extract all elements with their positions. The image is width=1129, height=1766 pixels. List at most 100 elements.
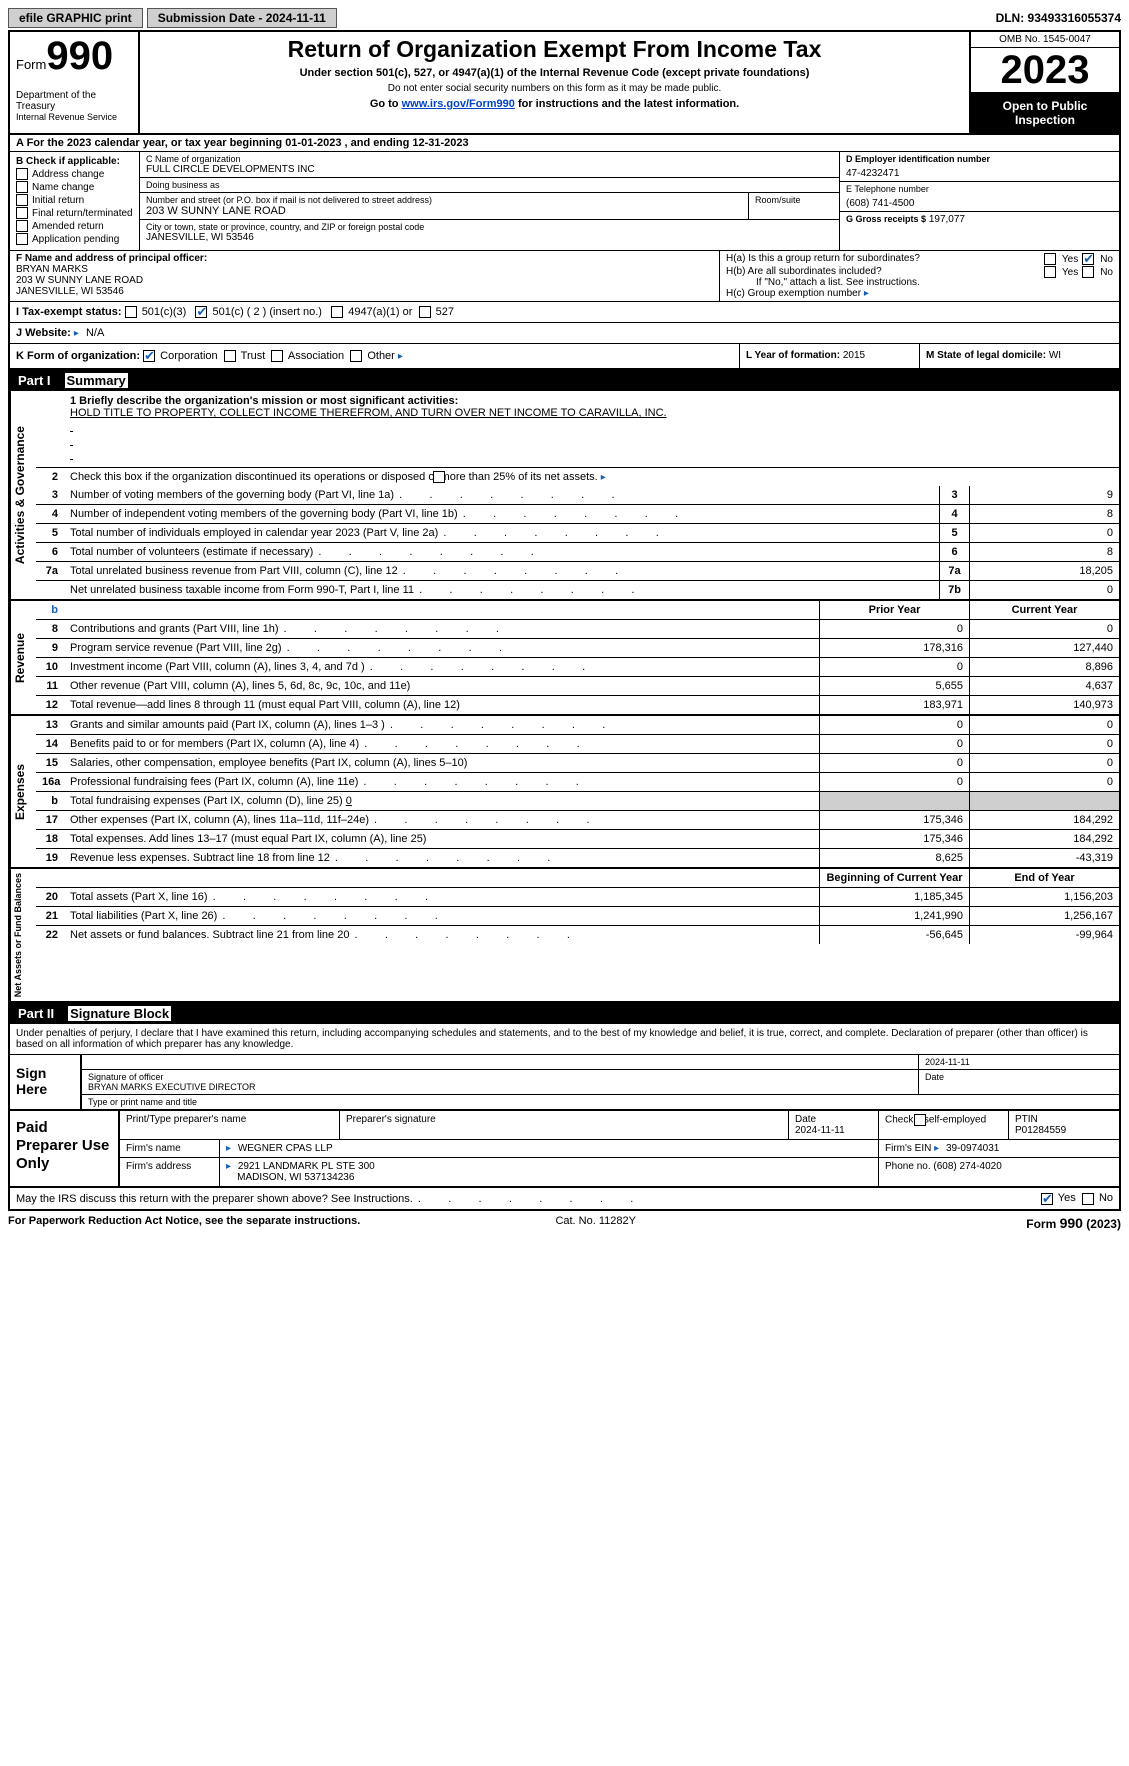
f-name: BRYAN MARKS: [16, 264, 713, 275]
l16b-prior-shade: [819, 792, 969, 810]
d-label: D Employer identification number: [846, 154, 1113, 164]
j-indicator: [74, 327, 83, 339]
hb-note: If "No," attach a list. See instructions…: [726, 277, 1113, 288]
j-label: J Website:: [16, 327, 71, 339]
cb-4947[interactable]: [331, 306, 343, 318]
l18-desc: Total expenses. Add lines 13–17 (must eq…: [64, 830, 819, 848]
cb-amended-return[interactable]: [16, 220, 28, 232]
prep-use-only: Paid Preparer Use Only: [10, 1111, 120, 1186]
ha-no: No: [1100, 254, 1113, 265]
l22-desc: Net assets or fund balances. Subtract li…: [64, 926, 819, 944]
date-label: Date: [925, 1072, 1113, 1082]
l2-indicator: [601, 471, 610, 483]
l15-prior: 0: [819, 754, 969, 772]
cb-name-change[interactable]: [16, 181, 28, 193]
e-value: (608) 741-4500: [846, 198, 1113, 209]
cb-assoc[interactable]: [271, 350, 283, 362]
l10-curr: 8,896: [969, 658, 1119, 676]
goto-pre: Go to: [370, 98, 402, 110]
line1-mission: 1 Briefly describe the organization's mi…: [36, 391, 1119, 468]
l12-prior: 183,971: [819, 696, 969, 714]
f-addr1: 203 W SUNNY LANE ROAD: [16, 275, 713, 286]
f-label: F Name and address of principal officer:: [16, 253, 207, 264]
cb-l2[interactable]: [433, 471, 445, 483]
sig-label: Signature of officer: [88, 1072, 912, 1082]
prep-check-label: Check if self-employed: [885, 1115, 986, 1126]
cb-discuss-yes[interactable]: [1041, 1193, 1053, 1205]
l1-blank2: [70, 421, 1113, 435]
vtab-ag: Activities & Governance: [10, 391, 36, 599]
hc-label: H(c) Group exemption number: [726, 288, 861, 299]
header-center: Return of Organization Exempt From Incom…: [140, 32, 969, 133]
ha-label: H(a) Is this a group return for subordin…: [726, 253, 920, 264]
prep-date: 2024-11-11: [795, 1125, 872, 1136]
boy-hdr: Beginning of Current Year: [819, 869, 969, 887]
vtab-exp: Expenses: [10, 716, 36, 867]
cb-self-employed[interactable]: [914, 1114, 926, 1126]
cb-discuss-no[interactable]: [1082, 1193, 1094, 1205]
i-o3: 4947(a)(1) or: [348, 306, 412, 318]
b-item-1: Name change: [32, 182, 94, 193]
cb-corp[interactable]: [143, 350, 155, 362]
cb-initial-return[interactable]: [16, 194, 28, 206]
cb-app-pending[interactable]: [16, 233, 28, 245]
cb-other[interactable]: [350, 350, 362, 362]
prep-date-label: Date: [795, 1114, 872, 1125]
ptin-label: PTIN: [1015, 1114, 1113, 1125]
l13-desc: Grants and similar amounts paid (Part IX…: [64, 716, 819, 734]
dept-treasury: Department of the Treasury: [16, 90, 132, 112]
cb-final-return[interactable]: [16, 207, 28, 219]
section-fh: F Name and address of principal officer:…: [10, 251, 1119, 302]
c-addr-label: Number and street (or P.O. box if mail i…: [146, 195, 742, 205]
form-title: Return of Organization Exempt From Incom…: [148, 36, 961, 63]
c-city-label: City or town, state or province, country…: [146, 222, 833, 232]
firm-addr-indicator: [226, 1161, 235, 1172]
prior-hdr: Prior Year: [819, 601, 969, 619]
k-o2: Trust: [241, 350, 266, 362]
l18-prior: 175,346: [819, 830, 969, 848]
part2-num: Part II: [18, 1006, 54, 1021]
firm-name-indicator: [226, 1143, 235, 1154]
efile-print-button[interactable]: efile GRAPHIC print: [8, 8, 143, 28]
dln: DLN: 93493316055374: [996, 11, 1121, 25]
l6-desc: Total number of volunteers (estimate if …: [64, 543, 939, 561]
e-label: E Telephone number: [846, 184, 1113, 194]
l18-curr: 184,292: [969, 830, 1119, 848]
c-dba-label: Doing business as: [146, 180, 833, 190]
cb-trust[interactable]: [224, 350, 236, 362]
l19-prior: 8,625: [819, 849, 969, 867]
l5-desc: Total number of individuals employed in …: [64, 524, 939, 542]
phone-label: Phone no.: [885, 1161, 931, 1172]
cb-ha-yes[interactable]: [1044, 253, 1056, 265]
l1-text: HOLD TITLE TO PROPERTY, COLLECT INCOME T…: [70, 407, 1113, 421]
cb-hb-no[interactable]: [1082, 266, 1094, 278]
c-addr: 203 W SUNNY LANE ROAD: [146, 205, 742, 217]
l11-desc: Other revenue (Part VIII, column (A), li…: [64, 677, 819, 695]
l11-prior: 5,655: [819, 677, 969, 695]
cb-501c[interactable]: [195, 306, 207, 318]
form-number: 990: [46, 34, 113, 78]
cb-address-change[interactable]: [16, 168, 28, 180]
footer-left: For Paperwork Reduction Act Notice, see …: [8, 1215, 360, 1231]
col-deg: D Employer identification number 47-4232…: [839, 152, 1119, 250]
l1-label: 1 Briefly describe the organization's mi…: [70, 395, 458, 407]
footer: For Paperwork Reduction Act Notice, see …: [8, 1211, 1121, 1235]
cb-527[interactable]: [419, 306, 431, 318]
irs-link[interactable]: www.irs.gov/Form990: [402, 98, 515, 110]
b-item-0: Address change: [32, 169, 104, 180]
l21-prior: 1,241,990: [819, 907, 969, 925]
l16a-curr: 0: [969, 773, 1119, 791]
cb-hb-yes[interactable]: [1044, 266, 1056, 278]
cb-501c3[interactable]: [125, 306, 137, 318]
l11-curr: 4,637: [969, 677, 1119, 695]
l10-prior: 0: [819, 658, 969, 676]
l5-val: 0: [969, 524, 1119, 542]
col-c: C Name of organization FULL CIRCLE DEVEL…: [140, 152, 839, 250]
cb-ha-no[interactable]: [1082, 253, 1094, 265]
row-j: J Website: N/A: [10, 323, 1119, 344]
footer-cat: Cat. No. 11282Y: [555, 1215, 636, 1231]
hc-indicator: [864, 288, 873, 299]
firm-addr2: MADISON, WI 537134236: [237, 1172, 354, 1183]
i-o4: 527: [436, 306, 454, 318]
l14-desc: Benefits paid to or for members (Part IX…: [64, 735, 819, 753]
